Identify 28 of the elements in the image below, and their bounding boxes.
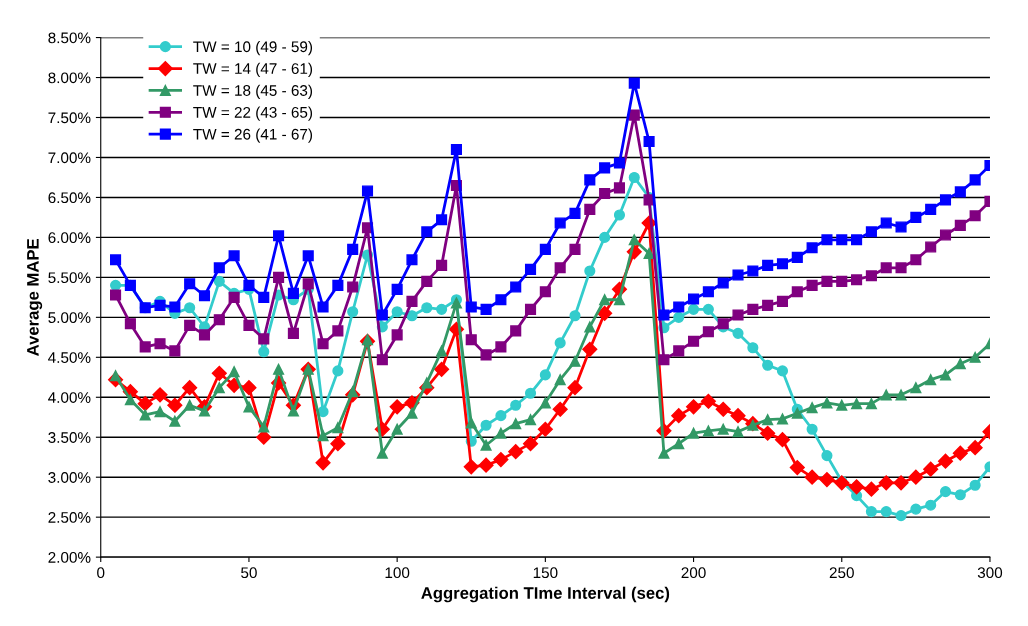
y-tick-label: 3.00% [48,472,91,483]
legend-label: TW = 14 (47 - 61) [193,62,313,78]
legend-label: TW = 26 (41 - 67) [193,128,313,143]
y-tick-label: 8.00% [48,72,91,84]
legend-label: TW = 10 (49 - 59) [193,40,313,56]
legend-label: TW = 22 (43 - 65) [193,106,313,121]
x-tick-label: 0 [97,567,105,579]
x-axis-title: Aggregation TIme Interval (sec) [421,586,670,603]
y-tick-label: 4.00% [48,392,91,403]
x-tick-label: 250 [829,567,854,579]
x-tick-label: 100 [385,567,410,579]
x-tick-label: 200 [681,567,706,579]
y-tick-label: 5.50% [48,272,91,284]
y-tick-label: 3.50% [48,432,91,443]
y-tick-label: 5.00% [48,312,91,324]
x-tick-label: 300 [977,567,1003,579]
x-tick-label: 50 [241,567,257,579]
y-tick-label: 8.50% [48,32,91,44]
y-tick-label: 7.50% [48,112,91,124]
y-tick-label: 6.00% [48,232,91,244]
x-tick-label: 150 [533,567,558,579]
y-axis-title: Average MAPE [27,239,43,356]
legend-label: TW = 18 (45 - 63) [193,84,313,99]
y-tick-label: 2.00% [48,552,91,563]
y-tick-label: 6.50% [48,192,91,204]
y-tick-label: 4.50% [48,352,91,363]
y-tick-label: 2.50% [48,512,91,523]
y-tick-label: 7.00% [48,152,91,164]
